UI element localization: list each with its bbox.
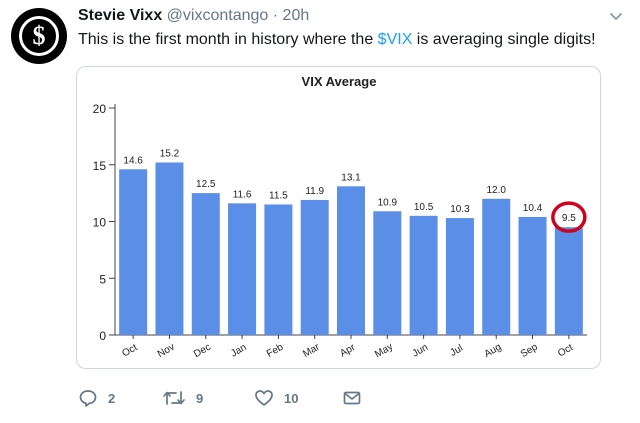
- y-tick-label: 15: [93, 159, 107, 173]
- x-tick-label: Oct: [556, 342, 575, 359]
- reply-icon: [79, 390, 97, 407]
- bar-sep-11: [518, 216, 547, 335]
- bar-value-label: 10.5: [414, 202, 434, 213]
- bar-value-label: 9.5: [562, 213, 576, 224]
- tweet-time[interactable]: 20h: [282, 7, 310, 24]
- bar-oct-12: [554, 227, 583, 335]
- separator-dot: ·: [272, 7, 279, 24]
- retweet-icon: [163, 391, 185, 405]
- y-tick-label: 5: [99, 272, 106, 286]
- heart-icon: [255, 390, 273, 406]
- direct-message-button[interactable]: [342, 386, 372, 410]
- x-tick-label: Apr: [338, 342, 358, 360]
- cashtag-link[interactable]: $VIX: [377, 31, 413, 48]
- x-tick-label: Feb: [265, 342, 286, 360]
- reply-button[interactable]: 2: [78, 386, 115, 410]
- bar-chart: VIX Average 0 5 10 15 20 14.6 Oct 15.2 Nov 12.5 Dec…: [93, 74, 587, 360]
- bar-oct-0: [119, 169, 148, 335]
- retweet-button[interactable]: 9: [162, 386, 203, 410]
- bar-value-label: 15.2: [160, 148, 180, 159]
- tweet-header: Stevie Vixx @vixcontango · 20h: [78, 7, 309, 25]
- bar-value-label: 13.1: [341, 172, 361, 183]
- x-tick-label: Aug: [483, 342, 504, 360]
- retweet-count: 9: [196, 390, 204, 406]
- y-tick-label: 10: [93, 216, 107, 230]
- highlight-circle: [551, 201, 587, 233]
- envelope-icon: [343, 391, 361, 405]
- bar-nov-1: [155, 162, 184, 335]
- x-tick-label: Jan: [229, 342, 248, 360]
- x-tick-label: May: [373, 341, 395, 360]
- x-tick-label: Dec: [192, 342, 213, 360]
- like-count: 10: [284, 390, 299, 406]
- bar-value-label: 11.6: [233, 189, 252, 200]
- tweet-text: This is the first month in history where…: [78, 31, 596, 49]
- bar-mar-5: [300, 199, 329, 335]
- avatar[interactable]: $: [11, 8, 67, 64]
- bar-value-label: 11.9: [305, 186, 324, 197]
- bar-dec-2: [191, 193, 220, 335]
- x-tick-label: Mar: [301, 341, 322, 359]
- x-tick-label: Sep: [519, 341, 540, 360]
- bar-value-label: 10.4: [523, 203, 543, 214]
- bar-value-label: 12.5: [196, 179, 216, 190]
- x-tick-label: Jul: [448, 343, 465, 359]
- x-tick-label: Jun: [411, 342, 430, 360]
- chart-card[interactable]: VIX Average 0 5 10 15 20 14.6 Oct 15.2 Nov 12.5 Dec…: [76, 66, 601, 369]
- bar-value-label: 12.0: [486, 185, 506, 196]
- tweet-text-after: is averaging single digits!: [412, 31, 596, 48]
- x-tick-label: Nov: [156, 342, 177, 360]
- tweet-actions: 2 9 10: [76, 386, 436, 410]
- bar-value-label: 10.3: [450, 204, 470, 215]
- bar-feb-4: [264, 204, 293, 335]
- like-button[interactable]: 10: [254, 386, 298, 410]
- y-tick-label: 0: [99, 329, 106, 343]
- chevron-down-icon[interactable]: [608, 8, 624, 24]
- reply-count: 2: [108, 390, 116, 406]
- author-handle[interactable]: @vixcontango: [166, 7, 269, 24]
- author-name[interactable]: Stevie Vixx: [78, 7, 163, 24]
- avatar-symbol: $: [32, 21, 46, 50]
- bar-value-label: 11.5: [269, 190, 288, 201]
- bar-jan-3: [228, 203, 257, 335]
- tweet-text-before: This is the first month in history where…: [78, 31, 378, 48]
- bar-aug-10: [482, 198, 511, 335]
- bar-jul-9: [445, 218, 474, 335]
- dollar-coin-icon: $: [19, 16, 59, 56]
- y-tick-label: 20: [93, 102, 107, 116]
- bar-value-label: 14.6: [123, 155, 143, 166]
- chart-title: VIX Average: [302, 74, 377, 89]
- bar-jun-8: [409, 215, 438, 335]
- bar-may-7: [373, 211, 402, 335]
- bar-apr-6: [337, 186, 365, 335]
- x-tick-label: Oct: [120, 342, 139, 359]
- bar-value-label: 10.9: [378, 197, 398, 208]
